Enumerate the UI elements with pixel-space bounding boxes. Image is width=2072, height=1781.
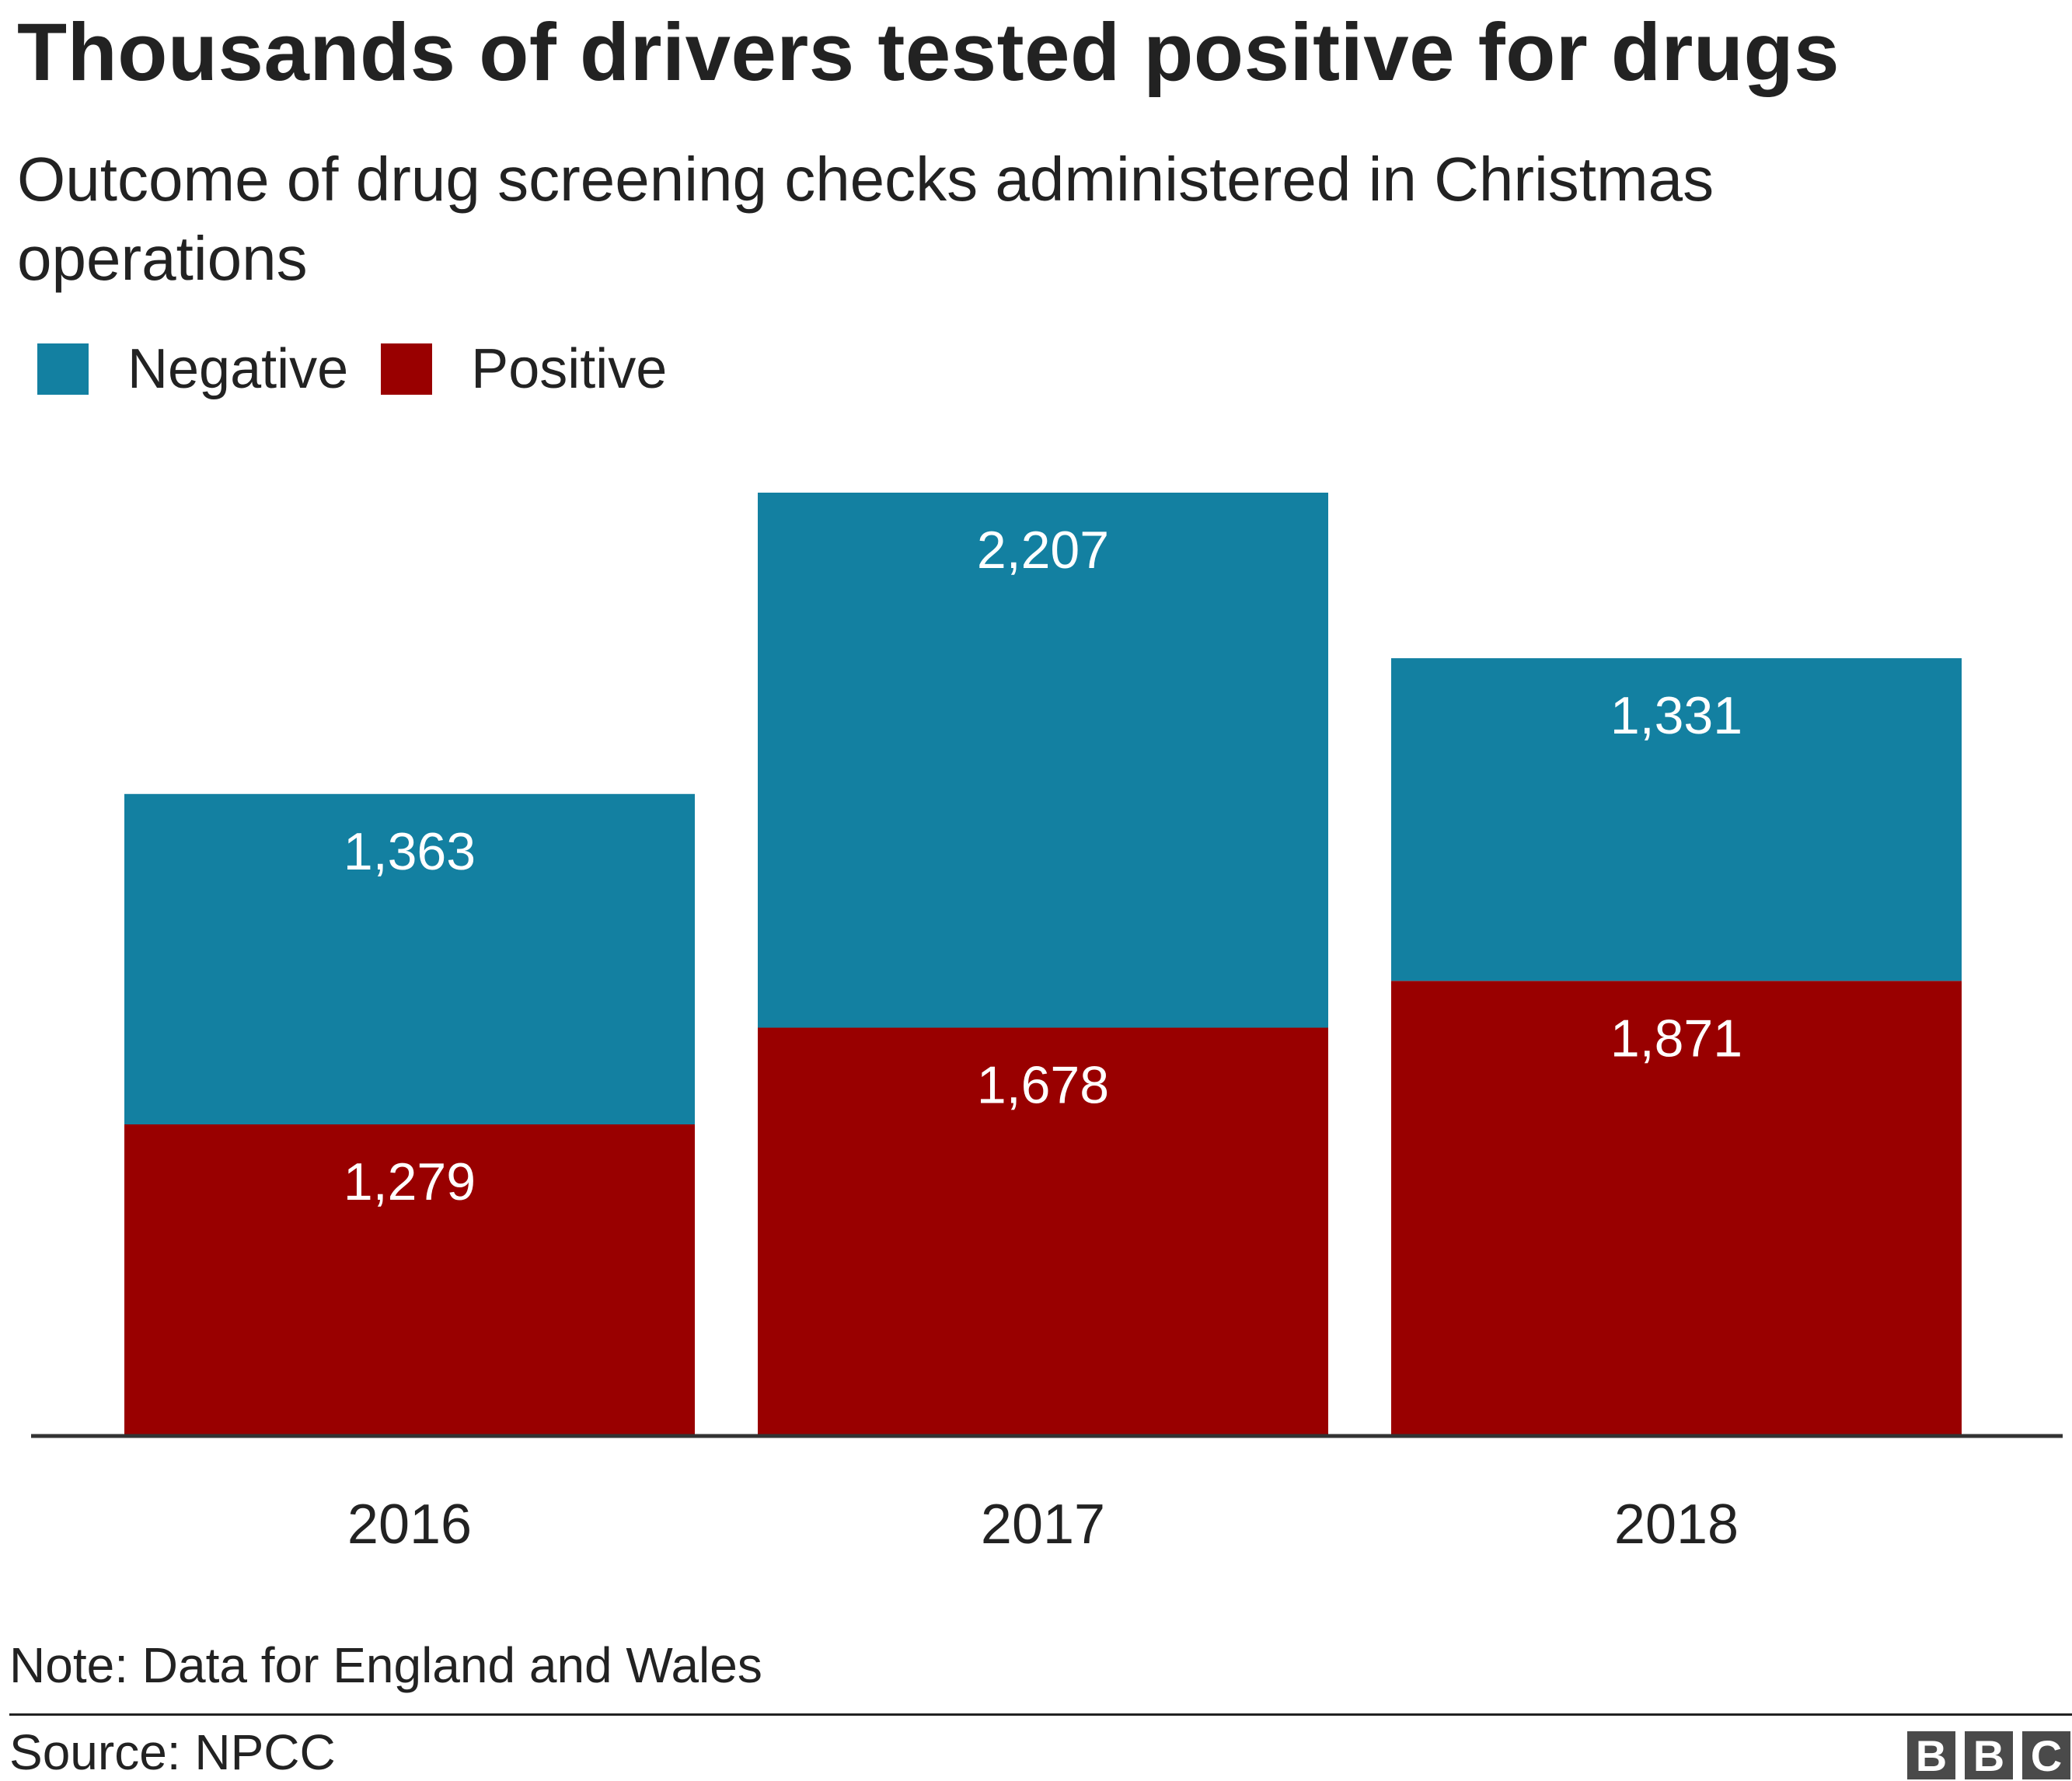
bbc-logo-letter: C (2022, 1731, 2070, 1780)
legend-swatch-positive (381, 343, 433, 395)
bar-positive-2016 (124, 1124, 695, 1434)
data-label-negative-2018: 1,331 (1610, 686, 1742, 745)
chart-note: Note: Data for England and Wales (9, 1637, 762, 1693)
x-tick-label-2018: 2018 (1614, 1493, 1739, 1556)
bbc-logo: B B C (1898, 1731, 2070, 1780)
legend-label-positive: Positive (471, 338, 668, 400)
chart-title: Thousands of drivers tested positive for… (17, 7, 1840, 98)
legend-label-negative: Negative (127, 338, 349, 400)
bar-positive-2018 (1391, 981, 1962, 1434)
source-divider (9, 1713, 2072, 1716)
bar-positive-2017 (758, 1027, 1328, 1434)
legend-item-negative: Negative (37, 337, 348, 401)
bbc-logo-letter: B (1965, 1731, 2013, 1780)
stacked-bar-chart: 1,279 1,363 2016 1,678 2,207 2017 1,871 1,331 20… (31, 493, 2063, 1556)
data-label-positive-2016: 1,279 (344, 1152, 476, 1211)
chart-subtitle: Outcome of drug screening checks adminis… (17, 145, 1714, 293)
bbc-logo-letter: B (1907, 1731, 1955, 1780)
chart-source: Source: NPCC (9, 1724, 336, 1780)
data-label-negative-2016: 1,363 (344, 822, 476, 881)
data-label-negative-2017: 2,207 (977, 521, 1109, 580)
chart-legend: Negative Positive (37, 334, 699, 404)
bar-negative-2018 (1391, 658, 1962, 981)
bar-negative-2017 (758, 493, 1328, 1028)
data-label-positive-2018: 1,871 (1610, 1009, 1742, 1068)
x-tick-label-2016: 2016 (347, 1493, 472, 1556)
x-tick-label-2017: 2017 (981, 1493, 1105, 1556)
data-label-positive-2017: 1,678 (977, 1056, 1109, 1115)
legend-item-positive: Positive (381, 337, 667, 401)
legend-swatch-negative (37, 343, 89, 395)
bar-negative-2016 (124, 793, 695, 1124)
